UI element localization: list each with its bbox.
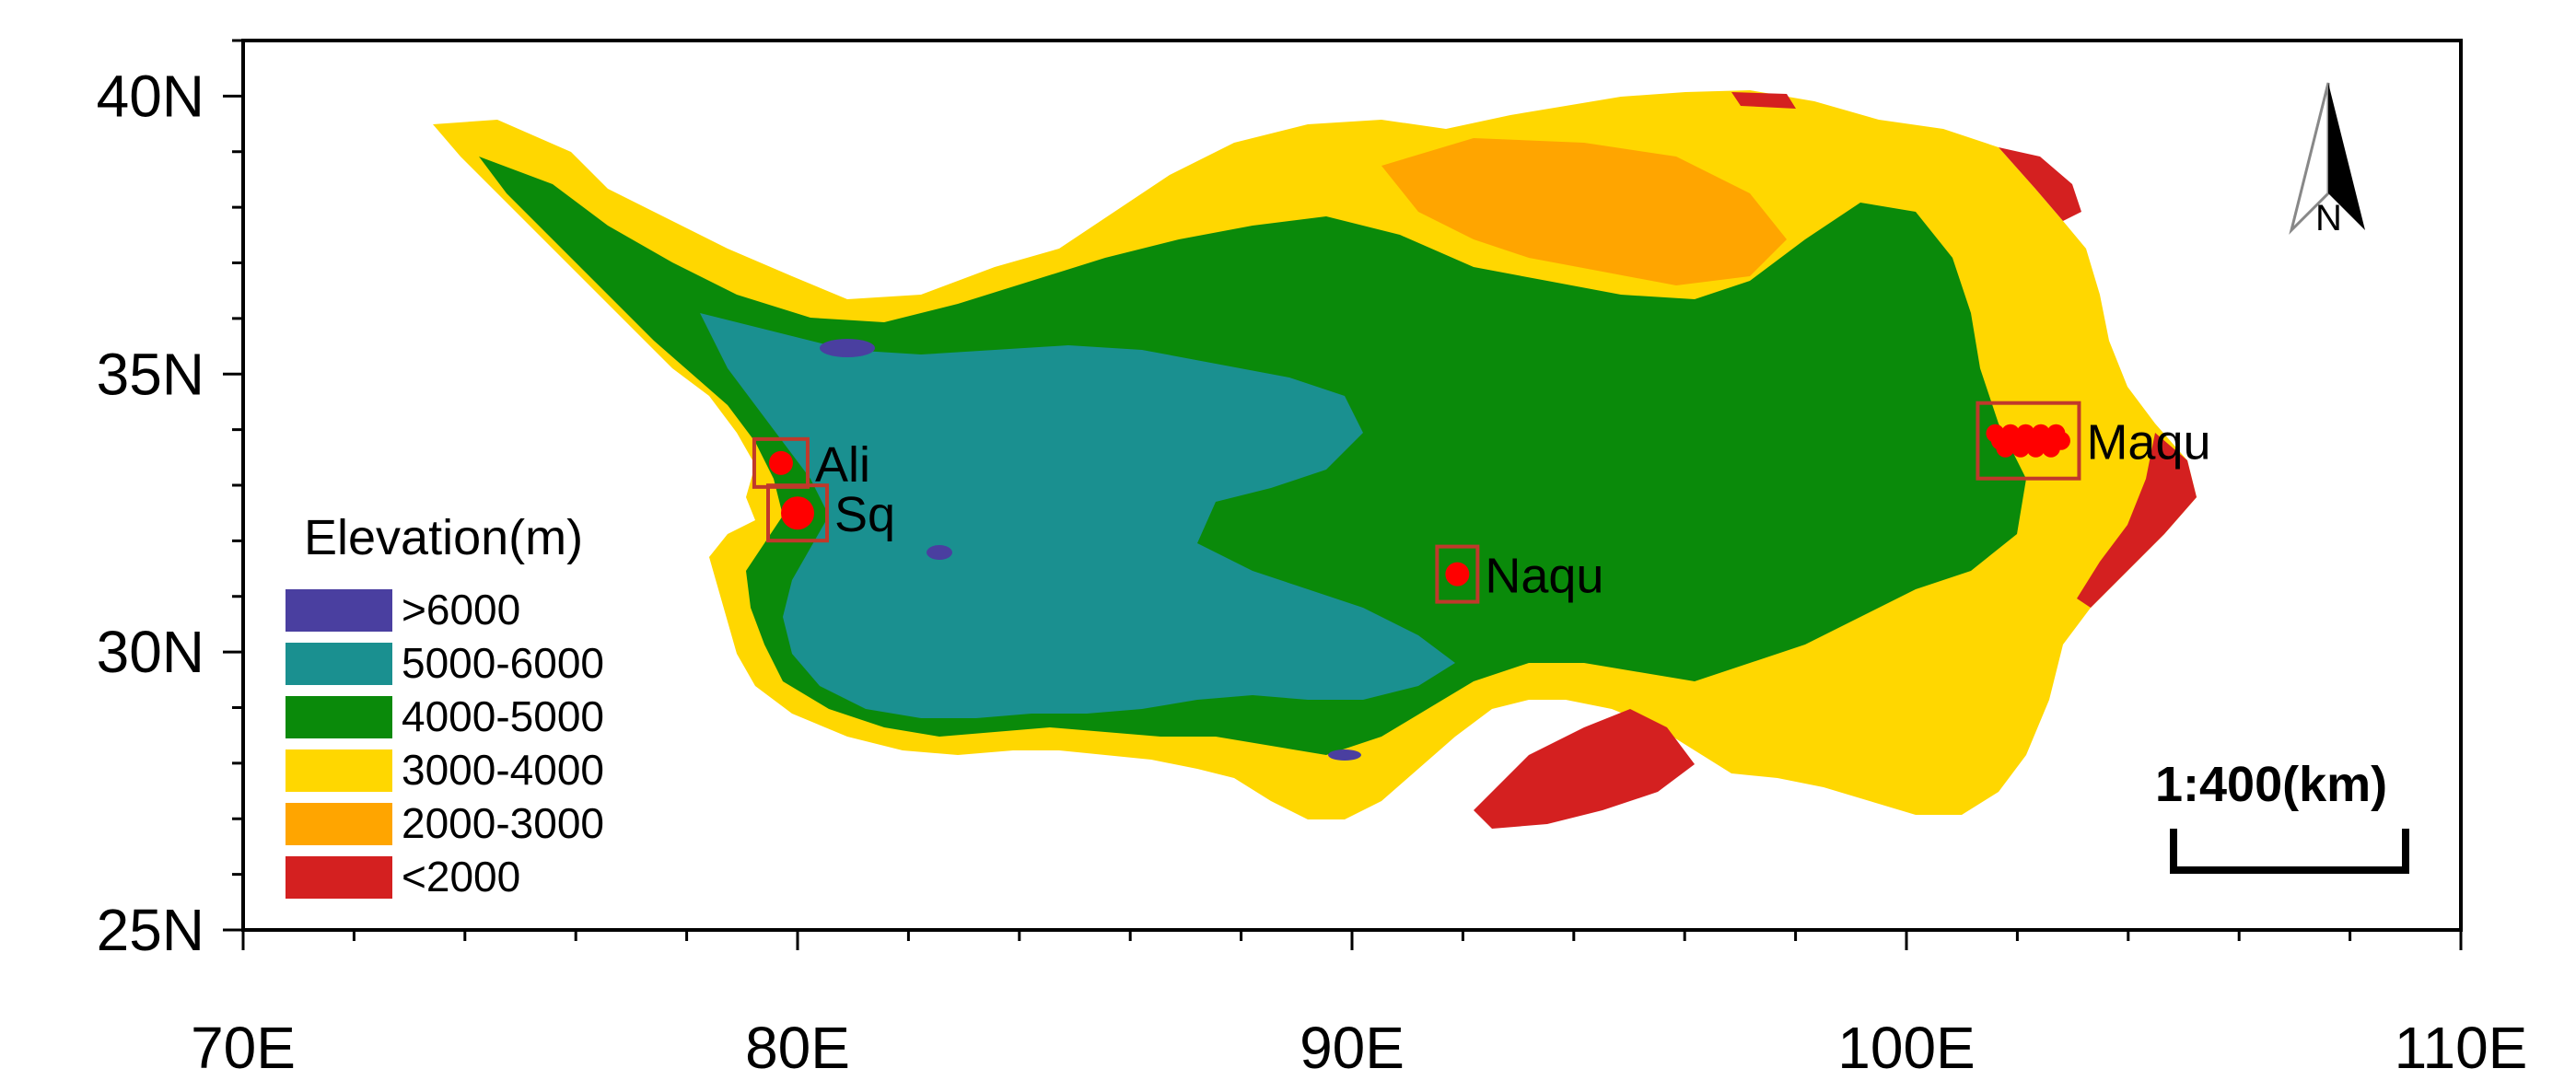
site-ali: Ali [752, 437, 870, 493]
legend: Elevation(m) >6000 5000-6000 4000-5000 3000… [286, 510, 604, 900]
legend-item: 2000-3000 [286, 799, 604, 847]
zone-gt6000-patch [1328, 749, 1361, 761]
site-label: Maqu [2086, 415, 2210, 470]
y-tick-label: 35N [97, 341, 204, 407]
y-tick-label: 25N [97, 897, 204, 963]
legend-swatch [286, 696, 392, 738]
north-arrow-icon: N [2289, 82, 2365, 238]
x-tick-label: 90E [1300, 1015, 1405, 1081]
y-axis: 40N 35N 30N 25N [97, 39, 243, 963]
legend-label: 3000-4000 [402, 746, 604, 794]
zone-lt2000-north [1731, 92, 1796, 109]
legend-label: 2000-3000 [402, 799, 604, 847]
site-marker [781, 496, 814, 530]
site-sq: Sq [766, 483, 895, 543]
scale-bar-line [2170, 829, 2409, 874]
site-box [1435, 544, 1480, 604]
scale-bar-label: 1:400(km) [2155, 757, 2387, 812]
legend-item: 3000-4000 [286, 746, 604, 794]
site-marker [2051, 431, 2070, 450]
zone-lt2000-east [2077, 433, 2197, 608]
legend-label: >6000 [402, 586, 520, 633]
x-tick-label: 80E [745, 1015, 850, 1081]
legend-label: <2000 [402, 853, 520, 900]
zone-2000-3000 [1381, 138, 1787, 285]
zone-lt2000-southeast [1474, 709, 1695, 829]
legend-item: <2000 [286, 853, 520, 900]
site-maqu: Maqu [1976, 401, 2211, 481]
site-box [1976, 401, 2081, 481]
x-tick-label: 100E [1837, 1015, 1975, 1081]
scale-bar: 1:400(km) [2155, 757, 2409, 874]
legend-item: 5000-6000 [286, 639, 604, 687]
zone-5000-6000 [700, 313, 1455, 718]
x-tick-label: 70E [191, 1015, 296, 1081]
site-naqu: Naqu [1435, 544, 1603, 604]
plateau-region [433, 90, 2197, 829]
zone-gt6000-patch [927, 545, 952, 560]
legend-swatch [286, 856, 392, 899]
site-box [766, 483, 829, 543]
legend-swatch [286, 589, 392, 632]
site-marker [768, 450, 793, 475]
y-tick-label: 40N [97, 63, 204, 129]
x-tick-label: 110E [2395, 1015, 2528, 1081]
legend-item: 4000-5000 [286, 692, 604, 740]
y-tick-label: 30N [97, 619, 204, 685]
site-label: Ali [815, 437, 870, 493]
legend-swatch [286, 643, 392, 685]
legend-label: 4000-5000 [402, 692, 604, 740]
zone-lt2000-northeast [1999, 147, 2081, 221]
legend-swatch [286, 803, 392, 845]
zone-gt6000-patch [820, 339, 875, 357]
legend-item: >6000 [286, 586, 520, 633]
legend-label: 5000-6000 [402, 639, 604, 687]
x-axis: 70E 80E 90E 100E 110E [191, 930, 2527, 1081]
site-label: Naqu [1485, 549, 1603, 604]
north-label: N [2315, 198, 2342, 238]
legend-swatch [286, 749, 392, 792]
site-marker [1445, 562, 1470, 587]
legend-title: Elevation(m) [304, 510, 583, 565]
site-label: Sq [834, 487, 895, 542]
